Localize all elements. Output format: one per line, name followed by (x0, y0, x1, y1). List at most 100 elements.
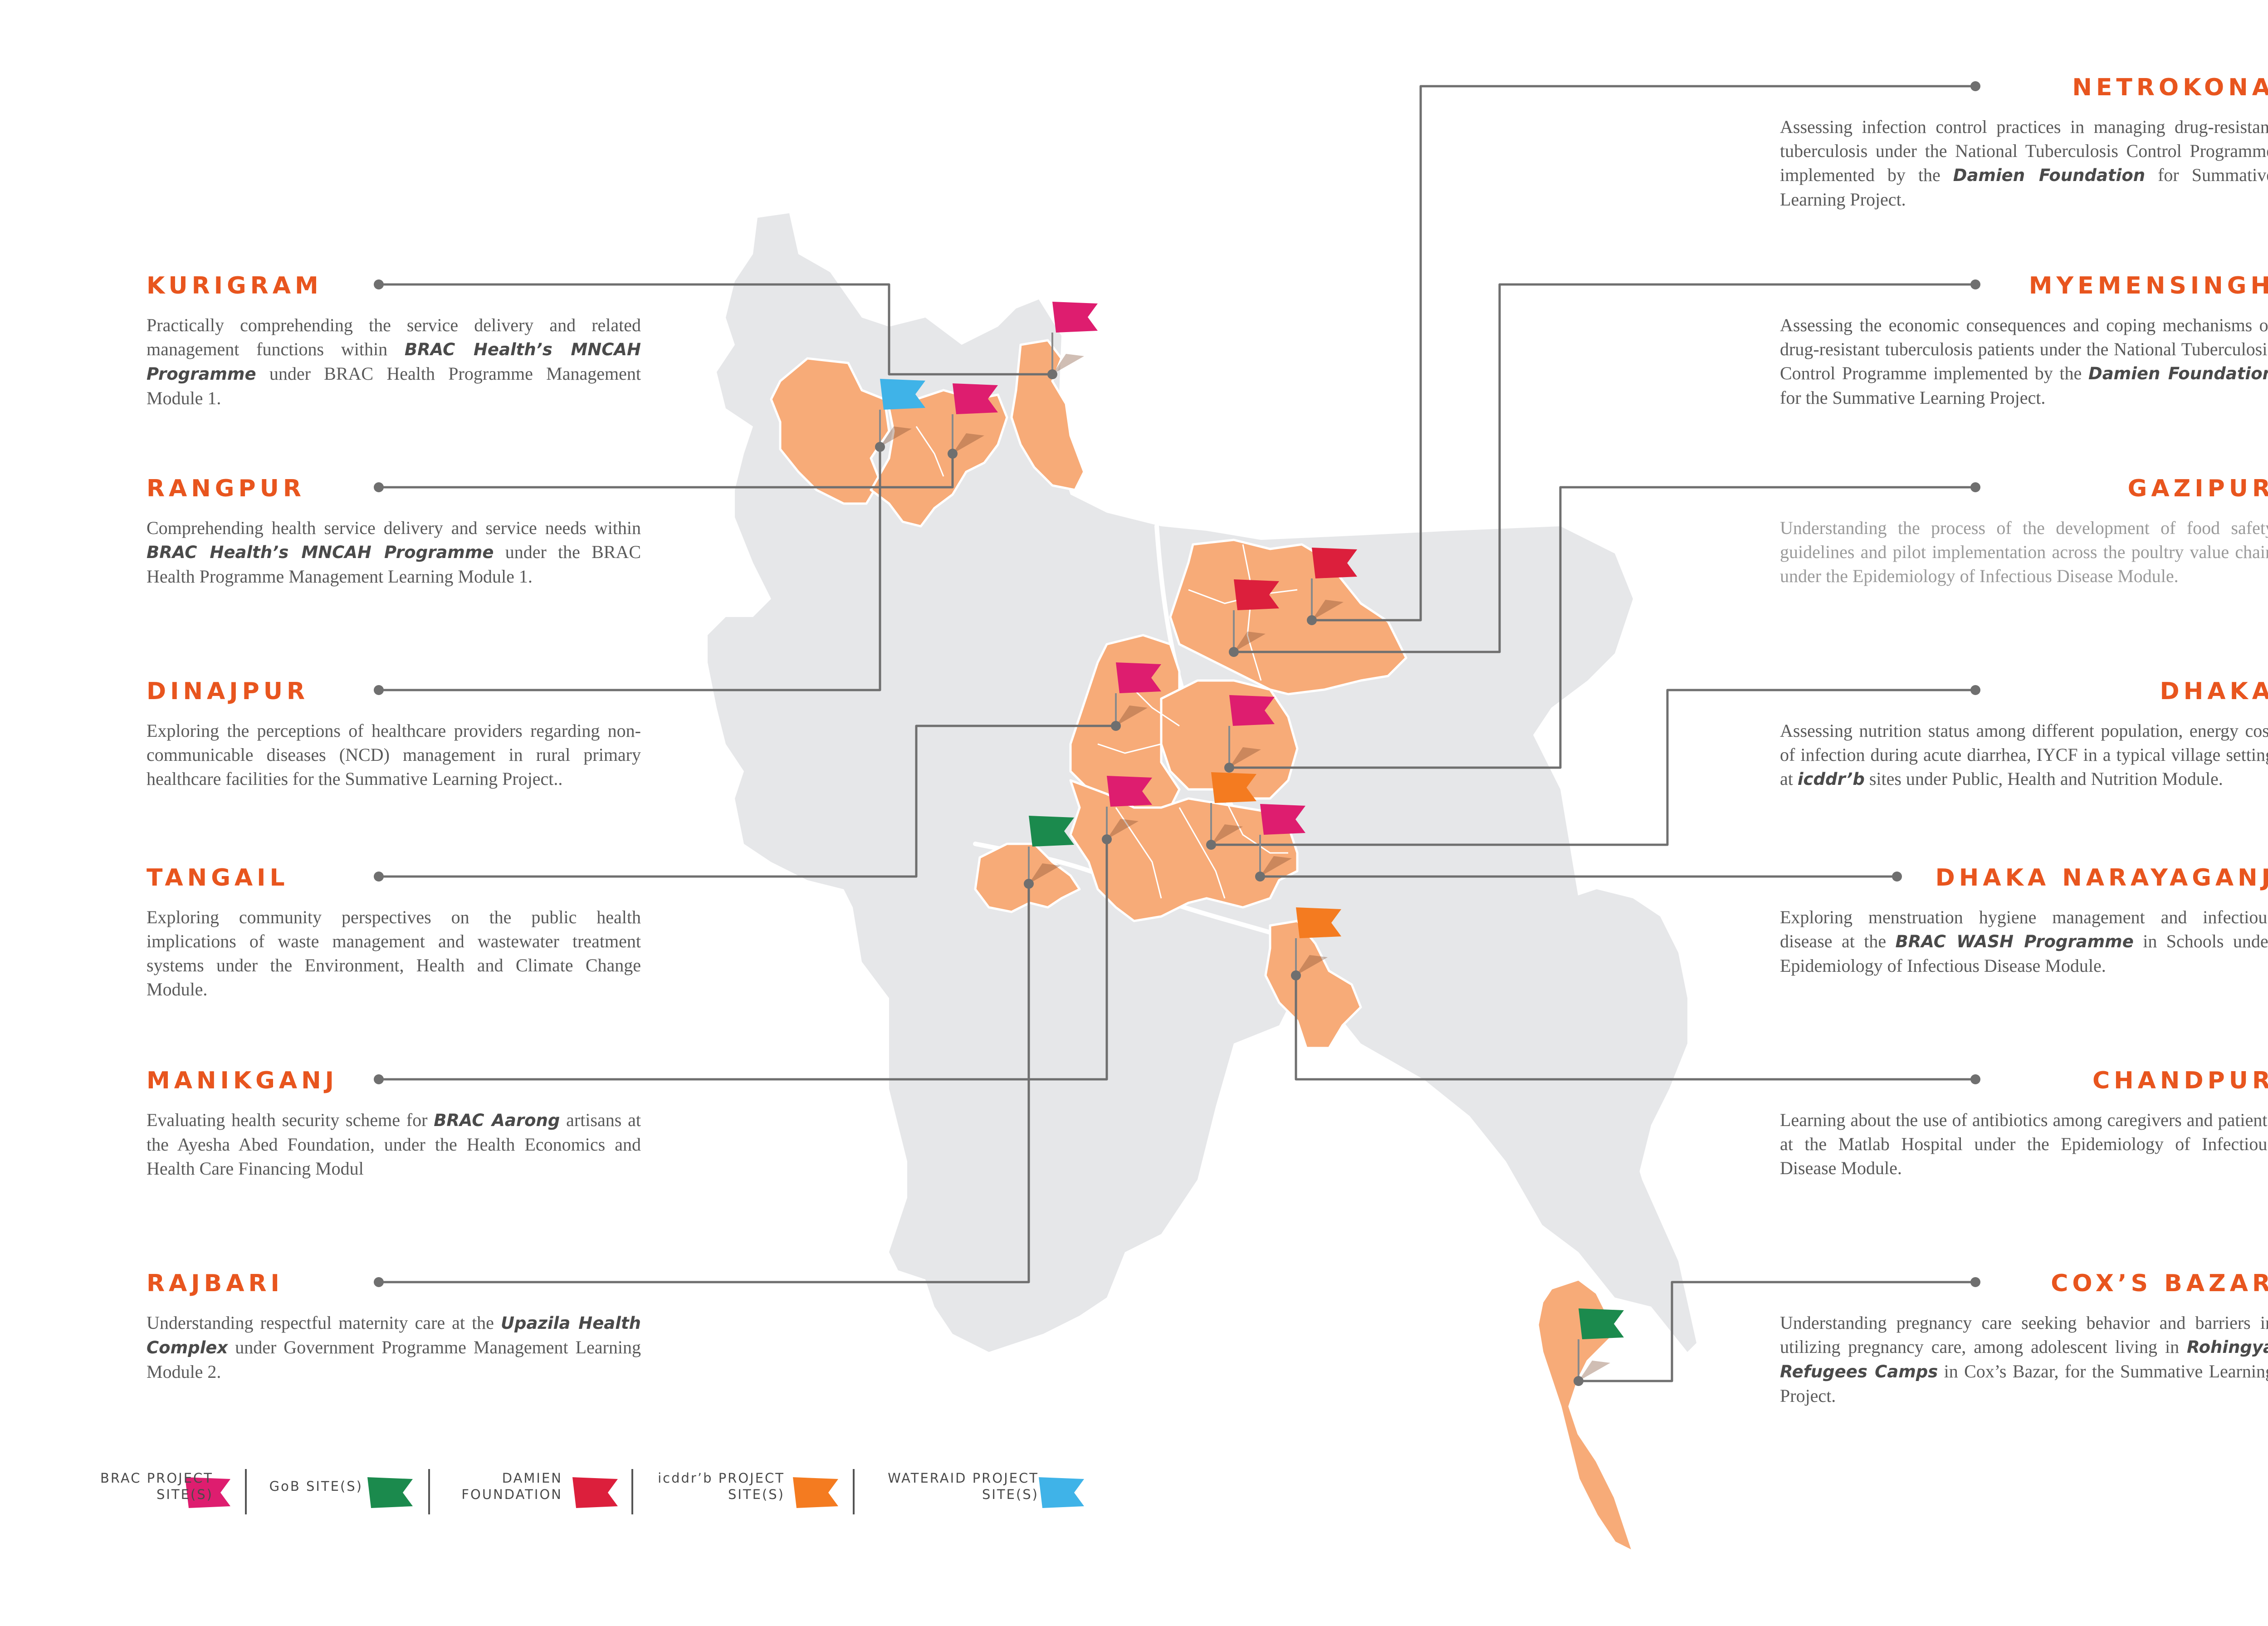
flag-manikganj (1102, 776, 1152, 844)
legend-icddrb: icddr’b PROJECT SITE(S) (635, 1470, 785, 1503)
flag-chandpur (1291, 907, 1341, 980)
site-dhaka-narayaganj: DHAKA NARAYAGANJ Exploring menstruation … (1780, 864, 2268, 978)
connector-lines (379, 85, 1975, 1382)
highlighted-text: Rohingya Refugees Camps (1780, 1337, 2268, 1381)
description-text: Exploring the perceptions of healthcare … (147, 720, 641, 789)
site-description: Evaluating health security scheme for BR… (147, 1108, 641, 1180)
legend-flag-damien-icon (572, 1477, 618, 1508)
highlighted-text: BRAC WASH Programme (1895, 932, 2134, 951)
legend-label-line: WATERAID PROJECT (888, 1470, 1039, 1486)
map-highlighted-districts (770, 339, 1634, 1553)
site-name: MYEMENSINGH (2028, 272, 2268, 299)
site-rajbari: RAJBARI Understanding respectful materni… (147, 1270, 641, 1384)
site-netrokona: NETROKONA Assessing infection control pr… (1780, 74, 2268, 211)
legend-flags (185, 1477, 1084, 1508)
description-text: in Schools under Epidemiology of Infecti… (1780, 931, 2268, 976)
site-description: Assessing nutrition status among differe… (1780, 719, 2268, 791)
legend-damien: DAMIEN FOUNDATION (435, 1470, 562, 1503)
site-description: Understanding the process of the develop… (1780, 516, 2268, 588)
site-name: RAJBARI (147, 1270, 284, 1297)
description-text: for the Summative Learning Project. (1780, 387, 2046, 408)
legend-label-line: SITE(S) (728, 1487, 785, 1502)
site-name: DHAKA (2160, 678, 2268, 705)
site-coxs-bazar: COX’S BAZAR Understanding pregnancy care… (1780, 1270, 2268, 1408)
description-text: Evaluating health security scheme for (147, 1110, 434, 1130)
site-name: MANIKGANJ (147, 1067, 338, 1094)
legend-gob: GoB SITE(S) (254, 1470, 363, 1494)
description-text: Understanding the process of the develop… (1780, 518, 2268, 586)
legend-flag-gob-icon (367, 1477, 413, 1508)
flag-myemensingh (1229, 579, 1279, 657)
flag-dinajpur (875, 379, 925, 452)
site-description: Understanding respectful maternity care … (147, 1311, 641, 1384)
legend-divider (853, 1469, 855, 1514)
highlighted-text: BRAC Health’s MNCAH Programme (147, 340, 641, 384)
site-name: DHAKA NARAYAGANJ (1935, 864, 2268, 891)
description-text: in Cox’s Bazar, for the Summative Learni… (1780, 1361, 2268, 1406)
description-text: Comprehending health service delivery an… (147, 518, 641, 538)
legend-flag-brac-icon (185, 1477, 230, 1508)
site-name: KURIGRAM (147, 272, 323, 299)
legend-divider (631, 1469, 633, 1514)
description-text: Understanding respectful maternity care … (147, 1313, 501, 1333)
site-chandpur: CHANDPUR Learning about the use of antib… (1780, 1067, 2268, 1180)
highlighted-text: Damien Foundation (1953, 166, 2146, 185)
flag-netrokona (1307, 548, 1357, 625)
site-description: Comprehending health service delivery an… (147, 516, 641, 588)
highlighted-text: Damien Foundation (2088, 364, 2268, 383)
site-description: Exploring menstruation hygiene managemen… (1780, 905, 2268, 978)
legend-label-line: BRAC PROJECT (100, 1470, 213, 1486)
site-description: Exploring the perceptions of healthcare … (147, 719, 641, 791)
legend-divider (245, 1469, 247, 1514)
site-flags (875, 302, 1624, 1386)
legend-brac: BRAC PROJECT SITE(S) (27, 1470, 213, 1503)
legend-flag-icddrb-icon (793, 1477, 838, 1508)
description-text: Assessing infection control practices in… (1780, 117, 2268, 185)
site-rangpur: RANGPUR Comprehending health service del… (147, 475, 641, 588)
description-text: Exploring community perspectives on the … (147, 907, 641, 999)
highlighted-text: Upazila Health Complex (147, 1313, 641, 1357)
highlighted-text: BRAC Aarong (434, 1111, 560, 1130)
legend-flag-wateraid-icon (1039, 1477, 1084, 1508)
site-name: GAZIPUR (2127, 475, 2268, 502)
flag-cox-s-bazar (1574, 1308, 1624, 1386)
site-name: TANGAIL (147, 864, 289, 891)
description-text: sites under Public, Health and Nutrition… (1864, 769, 2223, 789)
highlighted-text: BRAC Health’s MNCAH Programme (147, 543, 494, 562)
description-text: artisans at the Ayesha Abed Foundation, … (147, 1110, 641, 1179)
site-name: DINAJPUR (147, 678, 309, 705)
legend-label-line: GoB SITE(S) (269, 1479, 363, 1494)
description-text: Assessing nutrition status among differe… (1780, 720, 2268, 789)
legend-label-line: icddr’b PROJECT (658, 1470, 785, 1486)
description-text: Understanding pregnancy care seeking beh… (1780, 1313, 2268, 1357)
site-description: Assessing the economic consequences and … (1780, 313, 2268, 410)
site-dinajpur: DINAJPUR Exploring the perceptions of he… (147, 678, 641, 791)
district-borders (915, 426, 1298, 899)
site-kurigram: KURIGRAM Practically comprehending the s… (147, 272, 641, 410)
site-description: Exploring community perspectives on the … (147, 905, 641, 1001)
site-gazipur: GAZIPUR Understanding the process of the… (1780, 475, 2268, 588)
description-text: under Government Programme Management Le… (147, 1337, 641, 1382)
description-text: Practically comprehending the service de… (147, 315, 641, 359)
description-text: Learning about the use of antibiotics am… (1780, 1110, 2268, 1178)
site-tangail: TANGAIL Exploring community perspectives… (147, 864, 641, 1001)
flag-rajbari (1024, 816, 1074, 889)
flag-dhaka-narayaganj (1255, 804, 1305, 882)
description-text: under the BRAC Health Programme Manageme… (147, 542, 641, 587)
legend-label-line: DAMIEN (502, 1470, 562, 1486)
legend-label-line: SITE(S) (982, 1487, 1039, 1502)
highlighted-text: icddr’b (1797, 769, 1865, 789)
connector-endpoints (374, 81, 1980, 1287)
flag-rangpur (948, 383, 998, 459)
description-text: Exploring menstruation hygiene managemen… (1780, 907, 2268, 951)
flag-tangail (1111, 662, 1161, 731)
site-name: NETROKONA (2072, 74, 2268, 101)
description-text: for Summative Learning Project. (1780, 165, 2268, 210)
flag-dhaka (1206, 772, 1256, 850)
description-text: under BRAC Health Programme Management M… (147, 363, 641, 408)
site-description: Practically comprehending the service de… (147, 313, 641, 410)
site-manikganj: MANIKGANJ Evaluating health security sch… (147, 1067, 641, 1180)
site-name: RANGPUR (147, 475, 305, 502)
description-text: Assessing the economic consequences and … (1780, 315, 2268, 383)
